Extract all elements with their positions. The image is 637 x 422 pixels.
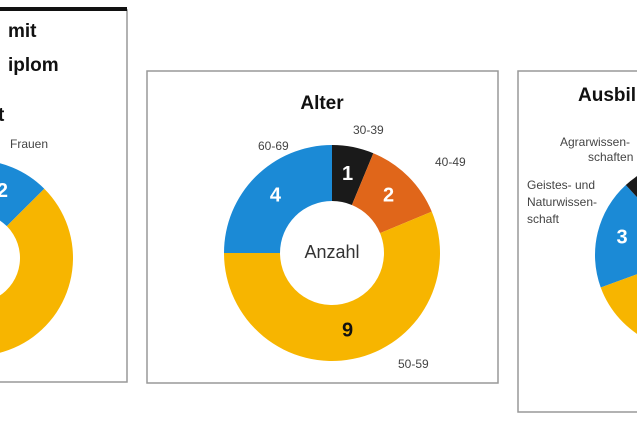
category-label: Naturwissen-	[527, 195, 597, 209]
category-label: 50-59	[398, 357, 429, 371]
donut-slice	[600, 274, 637, 334]
category-label: Frauen	[10, 137, 48, 151]
category-label: 30-39	[353, 123, 384, 137]
category-label: 40-49	[435, 155, 466, 169]
donut-slice	[0, 188, 73, 353]
value-label: 4	[270, 185, 282, 207]
category-label: Agrarwissen-	[560, 135, 630, 149]
donut-slice	[332, 145, 374, 205]
panel-frames	[0, 7, 637, 413]
donut-chart: 214mitiplomtFrauen	[0, 21, 73, 353]
donut-slice	[224, 211, 440, 361]
chart-title: mit	[8, 21, 37, 42]
value-label: 2	[383, 185, 394, 207]
value-label: 1	[342, 163, 353, 185]
value-label: 2	[0, 180, 8, 202]
donut-slice	[0, 163, 45, 227]
donut-slice	[224, 145, 332, 253]
chart-subtitle: t	[0, 105, 5, 126]
category-label: Geistes- und	[527, 178, 595, 192]
donut-slice	[595, 184, 637, 288]
chart-title: iplom	[8, 55, 59, 76]
donut-chart: 3112AusbilGeistes- undNaturwissen-schaft…	[527, 85, 637, 334]
category-label: schaft	[527, 212, 560, 226]
value-label: 3	[616, 227, 627, 249]
center-label: Anzahl	[304, 242, 359, 262]
chart-title: Alter	[300, 93, 344, 114]
category-label: 60-69	[258, 139, 289, 153]
value-label: 9	[342, 320, 353, 342]
donut-slice	[625, 176, 637, 198]
chart-title: Ausbil	[578, 85, 636, 106]
donut-chart: 1 2 9 4 Alter Anzahl 30-39 40-49 50-59 60-69	[224, 93, 466, 371]
donut-slice	[351, 153, 432, 234]
category-label: schaften	[588, 150, 633, 164]
